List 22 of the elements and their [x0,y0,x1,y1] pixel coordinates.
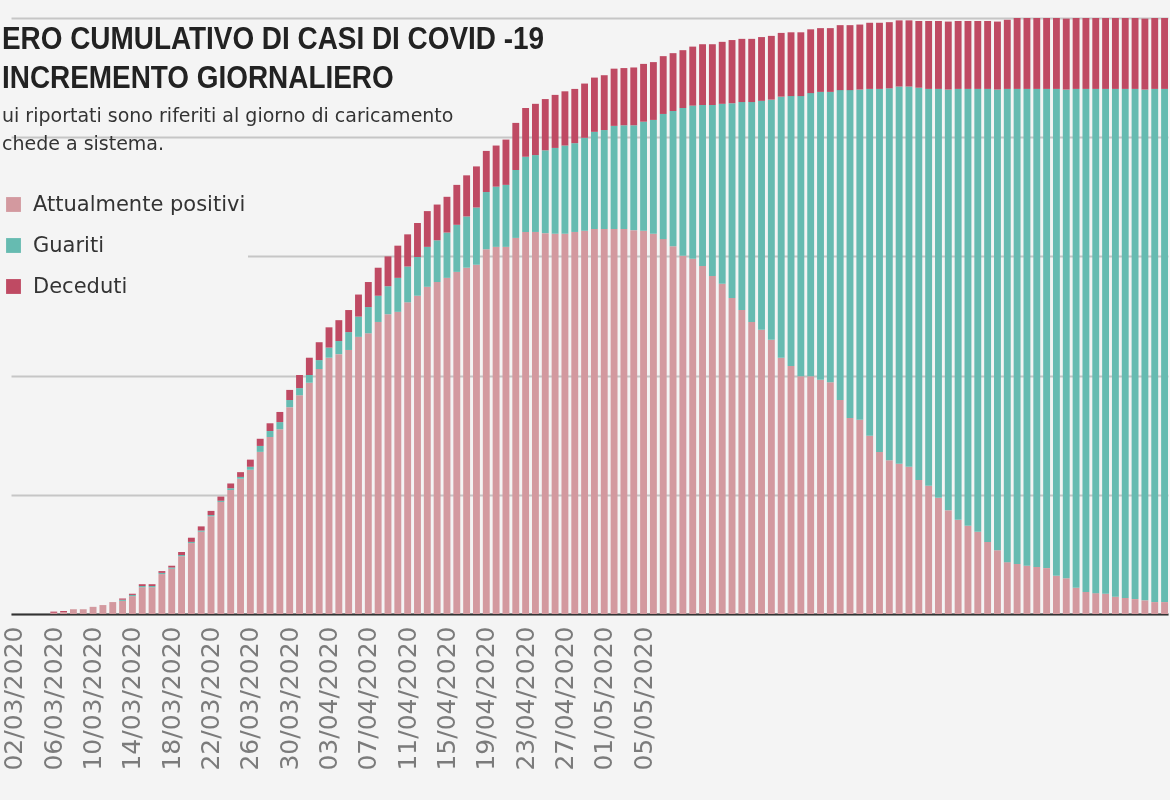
x-tick-label: 22/03/2020 [196,626,226,771]
text: ui riportati sono riferiti al giorno di caricamento chede a sistema. [2,103,454,156]
x-tick-label: 06/03/2020 [38,626,68,771]
text: ERO CUMULATIVO DI CASI DI COVID -19 INCREMENTO GIORNALIERO [2,20,545,97]
x-tick-label: 27/04/2020 [549,626,579,771]
x-tick-label: 15/04/2020 [431,626,461,771]
x-tick-label: 23/04/2020 [510,626,540,771]
x-tick-label: 18/03/2020 [156,626,186,771]
x-tick-label: 01/05/2020 [589,626,619,771]
x-tick-label: 19/04/2020 [471,626,501,771]
x-tick-label: 14/03/2020 [117,626,147,771]
x-tick-label: 10/03/2020 [78,626,108,771]
legend-label: Guariti [33,232,104,257]
x-tick-label: 11/04/2020 [392,626,422,771]
x-tick-label: 02/03/2020 [0,626,29,771]
x-tick-label: 26/03/2020 [235,626,265,771]
legend-label: Attualmente positivi [33,191,246,216]
x-tick-label: 30/03/2020 [274,626,304,771]
x-tick-label: 07/04/2020 [353,626,383,771]
legend-label: Deceduti [33,273,128,298]
x-tick-label: 03/04/2020 [314,626,343,771]
x-tick-label: 05/05/2020 [628,626,658,771]
